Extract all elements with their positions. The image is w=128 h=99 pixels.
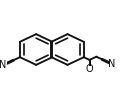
Text: N: N <box>108 59 115 69</box>
Text: N: N <box>0 60 7 70</box>
Text: O: O <box>86 63 93 74</box>
